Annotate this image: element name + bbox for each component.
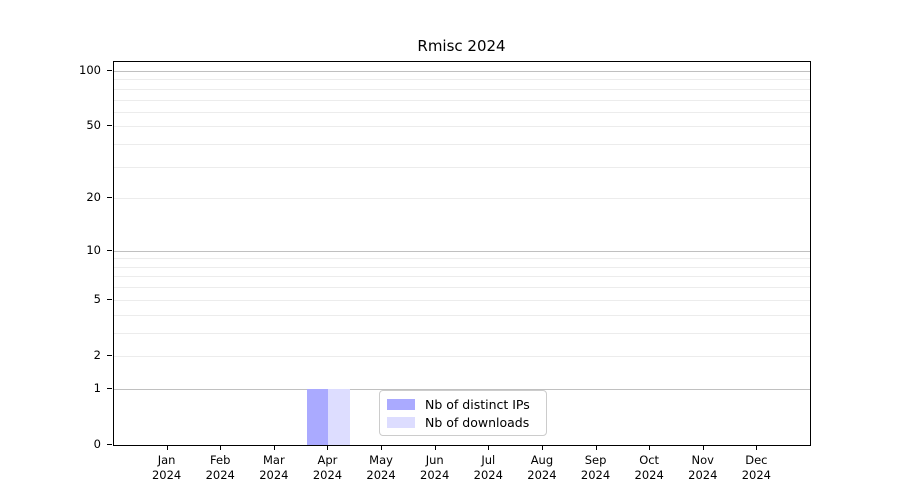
y-tick-mark <box>107 298 112 300</box>
x-tick-year: 2024 <box>634 468 664 482</box>
gridline-minor <box>114 126 810 128</box>
y-tick-label: 2 <box>93 347 101 362</box>
y-tick-label: 20 <box>86 190 101 205</box>
bar-downloads <box>328 388 350 445</box>
x-tick-year: 2024 <box>259 468 289 482</box>
gridline-minor <box>114 99 810 101</box>
legend-row-downloads: Nb of downloads <box>380 414 546 430</box>
y-tick-mark <box>107 444 112 445</box>
gridline-minor <box>114 258 810 260</box>
y-tick-label: 1 <box>93 380 101 395</box>
y-tick-label: 100 <box>79 63 101 77</box>
x-tick-month: May <box>369 453 393 467</box>
gridline-minor <box>114 198 810 200</box>
y-tick-mark <box>107 197 112 199</box>
x-tick-label: Aug 2024 <box>515 453 569 483</box>
gridline-minor <box>114 88 810 90</box>
x-tick-month: Oct <box>639 453 660 467</box>
gridline-minor <box>114 287 810 289</box>
x-tick-mark <box>434 445 436 450</box>
plot-area: Nb of distinct IPs Nb of downloads <box>113 61 811 446</box>
x-tick-mark <box>166 445 168 450</box>
x-tick-year: 2024 <box>580 468 611 482</box>
x-tick-year: 2024 <box>473 468 503 482</box>
x-tick-month: Nov <box>691 453 714 467</box>
x-tick-mark <box>649 445 651 450</box>
y-tick-mark <box>107 387 112 389</box>
gridline-decade <box>114 250 810 252</box>
x-tick-mark <box>273 445 275 450</box>
chart-title: Rmisc 2024 <box>417 37 506 55</box>
gridline-minor <box>114 355 810 357</box>
y-tick-label: 0 <box>93 437 101 451</box>
gridline-minor <box>114 144 810 146</box>
x-tick-label: Apr 2024 <box>300 453 354 483</box>
legend-label-distinct-ips: Nb of distinct IPs <box>425 396 530 412</box>
x-tick-label: Feb 2024 <box>193 453 247 483</box>
legend-swatch-distinct-ips <box>387 398 415 410</box>
x-tick-month: Apr <box>317 453 338 467</box>
x-tick-label: Jan 2024 <box>140 453 194 483</box>
legend-swatch-downloads <box>387 416 415 428</box>
gridline-minor <box>114 276 810 278</box>
x-tick-mark <box>756 445 758 450</box>
x-tick-month: Dec <box>745 453 768 467</box>
x-tick-month: Feb <box>210 453 231 467</box>
x-tick-label: Oct 2024 <box>622 453 676 483</box>
x-tick-month: Mar <box>262 453 285 467</box>
x-tick-year: 2024 <box>741 468 772 482</box>
gridline-minor <box>114 111 810 113</box>
gridline-minor <box>114 166 810 168</box>
gridline-decade <box>114 388 810 390</box>
y-tick-mark <box>107 249 112 251</box>
gridline-minor <box>114 299 810 301</box>
y-tick-label: 10 <box>86 242 101 257</box>
gridline-minor <box>114 314 810 316</box>
x-tick-year: 2024 <box>688 468 718 482</box>
gridline-minor <box>114 266 810 268</box>
x-tick-label: Mar 2024 <box>247 453 301 483</box>
gridline-minor <box>114 332 810 334</box>
x-tick-month: Sep <box>584 453 607 467</box>
x-tick-label: Sep 2024 <box>569 453 623 483</box>
x-tick-label: Dec 2024 <box>729 453 783 483</box>
x-tick-mark <box>381 445 383 450</box>
x-tick-mark <box>541 445 543 450</box>
y-tick-label: 50 <box>86 118 101 133</box>
x-tick-mark <box>220 445 222 450</box>
x-tick-label: May 2024 <box>354 453 408 483</box>
x-tick-year: 2024 <box>420 468 450 482</box>
y-tick-mark <box>107 354 112 356</box>
x-tick-year: 2024 <box>151 468 182 482</box>
y-tick-mark <box>107 70 112 71</box>
legend-row-distinct-ips: Nb of distinct IPs <box>380 396 546 412</box>
x-tick-label: Jun 2024 <box>408 453 462 483</box>
x-tick-label: Jul 2024 <box>461 453 515 483</box>
x-tick-label: Nov 2024 <box>676 453 730 483</box>
x-tick-year: 2024 <box>312 468 343 482</box>
x-tick-month: Jul <box>481 453 496 467</box>
x-tick-mark <box>595 445 597 450</box>
legend: Nb of distinct IPs Nb of downloads <box>379 390 547 436</box>
x-tick-year: 2024 <box>205 468 235 482</box>
x-tick-month: Jun <box>425 453 444 467</box>
y-tick-mark <box>107 125 112 127</box>
x-tick-year: 2024 <box>527 468 557 482</box>
x-tick-mark <box>327 445 329 450</box>
x-tick-year: 2024 <box>366 468 396 482</box>
x-tick-month: Jan <box>157 453 176 467</box>
x-tick-mark <box>702 445 704 450</box>
y-tick-label: 5 <box>93 291 101 306</box>
x-tick-mark <box>488 445 490 450</box>
gridline-minor <box>114 79 810 81</box>
gridline-decade <box>114 71 810 72</box>
x-tick-month: Aug <box>530 453 554 467</box>
bar-distinct-ips <box>307 388 329 445</box>
legend-label-downloads: Nb of downloads <box>425 414 530 430</box>
